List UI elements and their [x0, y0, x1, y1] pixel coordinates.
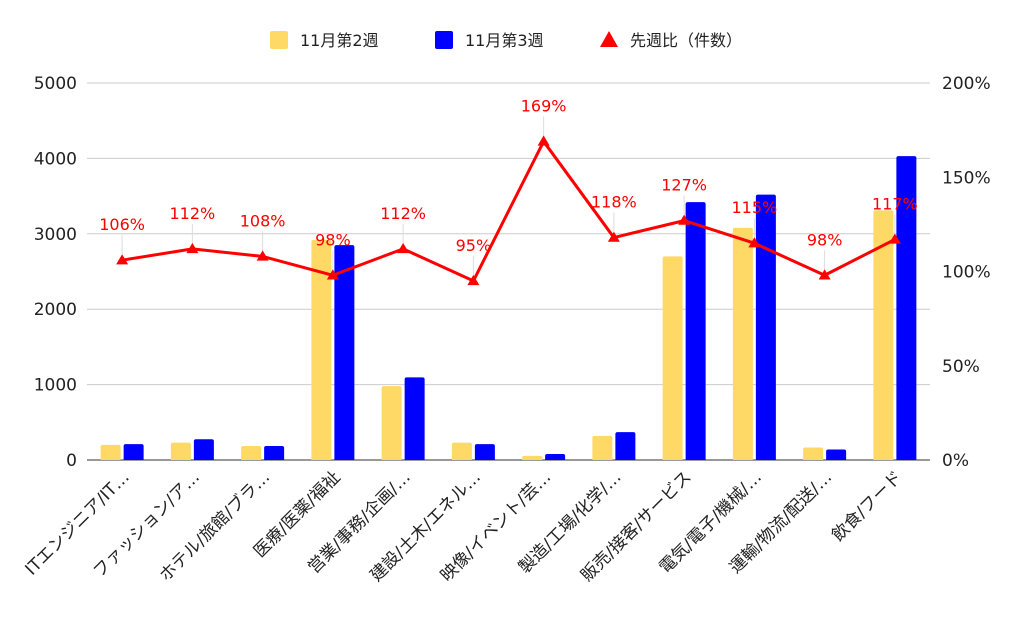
- bar-week2: [170, 442, 191, 460]
- legend-swatch: [270, 31, 288, 49]
- y-left-tick-label: 0: [66, 451, 77, 471]
- bar-week2: [592, 435, 613, 460]
- ratio-data-label: 127%: [661, 176, 707, 195]
- ratio-point: [537, 135, 550, 146]
- ratio-data-label: 118%: [591, 193, 637, 212]
- ratio-data-label: 169%: [521, 96, 567, 115]
- bar-week2: [381, 386, 402, 460]
- legend-swatch-triangle: [600, 31, 618, 47]
- ratio-data-label: 112%: [380, 204, 426, 223]
- bar-week2: [803, 447, 824, 460]
- ratio-point: [748, 237, 761, 248]
- ratio-point: [678, 214, 691, 225]
- ratio-line: [121, 139, 896, 283]
- ratio-point: [326, 269, 339, 280]
- ratio-point: [607, 231, 620, 242]
- ratio-data-label: 95%: [456, 236, 492, 255]
- y-left-tick-label: 3000: [34, 225, 77, 245]
- ratio-point: [467, 274, 480, 286]
- bar-week2: [522, 455, 543, 460]
- bar-week3: [264, 446, 285, 460]
- bar-week3: [545, 453, 566, 460]
- y-right-tick-label: 100%: [942, 263, 991, 283]
- ratio-data-label: 115%: [732, 198, 778, 217]
- ratio-point: [818, 269, 831, 280]
- y-left-tick-label: 5000: [34, 74, 77, 94]
- x-category-label: 飲食/フード: [828, 467, 906, 545]
- ratio-data-label: 98%: [315, 230, 351, 249]
- bar-week3: [193, 439, 214, 460]
- ratio-point: [116, 254, 129, 265]
- bar-week2: [873, 210, 894, 460]
- ratio-data-label: 106%: [99, 215, 145, 234]
- bar-week3: [826, 449, 847, 460]
- y-right-tick-label: 200%: [942, 74, 991, 94]
- ratio-point: [256, 250, 269, 261]
- y-left-tick-label: 2000: [34, 300, 77, 320]
- ratio-data-label: 117%: [872, 194, 918, 213]
- bar-week3: [404, 377, 425, 460]
- y-right-tick-label: 150%: [942, 168, 991, 188]
- y-right-tick-label: 50%: [942, 357, 980, 377]
- legend-label: 先週比（件数）: [630, 31, 742, 50]
- bar-week3: [685, 202, 706, 460]
- ratio-point: [888, 233, 901, 244]
- ratio-data-label: 112%: [170, 204, 216, 223]
- bar-week3: [334, 245, 355, 460]
- y-right-tick-label: 0%: [942, 451, 969, 471]
- legend-swatch: [435, 31, 453, 49]
- bar-week3: [755, 194, 776, 461]
- bar-week3: [896, 156, 917, 460]
- y-left-tick-label: 4000: [34, 149, 77, 169]
- ratio-point: [397, 242, 410, 254]
- bar-week3: [123, 444, 144, 460]
- legend-label: 11月第2週: [300, 31, 379, 50]
- bar-week2: [311, 239, 332, 460]
- ratio-data-label: 108%: [240, 211, 286, 230]
- bar-week2: [732, 227, 753, 460]
- bar-week2: [451, 442, 472, 460]
- bar-week2: [662, 256, 683, 460]
- ratio-point: [186, 242, 199, 254]
- bar-week3: [615, 432, 636, 460]
- bar-week2: [241, 446, 262, 460]
- bar-week3: [474, 444, 495, 460]
- ratio-data-label: 98%: [807, 230, 843, 249]
- legend-label: 11月第3週: [465, 31, 544, 50]
- bar-week2: [100, 444, 121, 460]
- y-left-tick-label: 1000: [34, 376, 77, 396]
